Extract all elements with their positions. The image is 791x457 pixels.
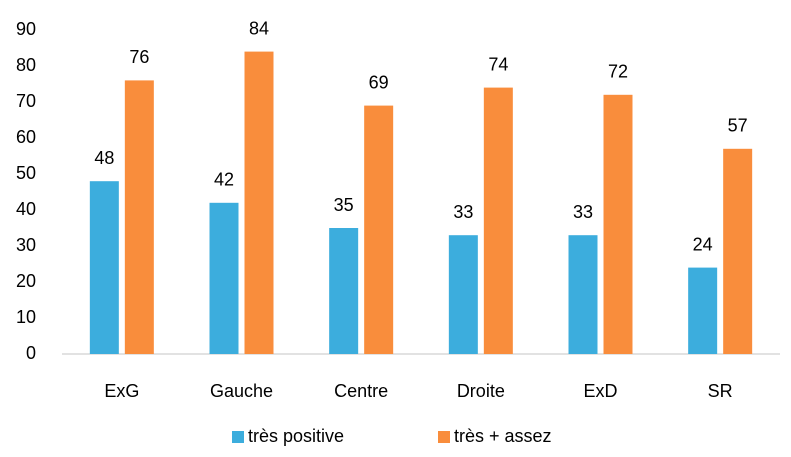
legend-label: très + assez bbox=[454, 426, 552, 446]
bar bbox=[688, 267, 718, 354]
data-label: 35 bbox=[334, 195, 354, 215]
bar bbox=[723, 148, 753, 354]
data-label: 24 bbox=[693, 234, 713, 254]
data-label: 69 bbox=[369, 72, 389, 92]
data-label: 48 bbox=[94, 148, 114, 168]
y-tick-label: 80 bbox=[16, 55, 36, 75]
y-tick-label: 10 bbox=[16, 307, 36, 327]
data-label: 72 bbox=[608, 62, 628, 82]
data-label: 76 bbox=[129, 47, 149, 67]
bar bbox=[124, 80, 154, 355]
data-label: 42 bbox=[214, 170, 234, 190]
data-label: 57 bbox=[728, 116, 748, 136]
legend-swatch bbox=[438, 431, 450, 443]
legend-swatch bbox=[232, 431, 244, 443]
y-tick-label: 60 bbox=[16, 127, 36, 147]
bar bbox=[209, 202, 239, 354]
x-tick-label: ExD bbox=[583, 381, 617, 401]
bar bbox=[89, 181, 119, 354]
y-tick-label: 20 bbox=[16, 271, 36, 291]
y-tick-label: 70 bbox=[16, 91, 36, 111]
y-tick-label: 30 bbox=[16, 235, 36, 255]
y-tick-label: 50 bbox=[16, 163, 36, 183]
data-label: 33 bbox=[573, 202, 593, 222]
x-tick-label: SR bbox=[708, 381, 733, 401]
x-tick-label: ExG bbox=[104, 381, 139, 401]
y-tick-label: 90 bbox=[16, 19, 36, 39]
data-label: 74 bbox=[488, 54, 508, 74]
bar bbox=[483, 87, 513, 354]
x-tick-label: Droite bbox=[457, 381, 505, 401]
x-tick-label: Gauche bbox=[210, 381, 273, 401]
bar bbox=[448, 235, 478, 354]
bar bbox=[603, 94, 633, 355]
bar bbox=[329, 228, 359, 354]
legend-label: très positive bbox=[248, 426, 344, 446]
bar bbox=[568, 235, 598, 354]
data-label: 84 bbox=[249, 18, 269, 38]
y-tick-label: 40 bbox=[16, 199, 36, 219]
bar bbox=[364, 105, 394, 354]
x-tick-label: Centre bbox=[334, 381, 388, 401]
y-tick-label: 0 bbox=[26, 343, 36, 363]
data-label: 33 bbox=[453, 202, 473, 222]
bar bbox=[244, 51, 274, 354]
